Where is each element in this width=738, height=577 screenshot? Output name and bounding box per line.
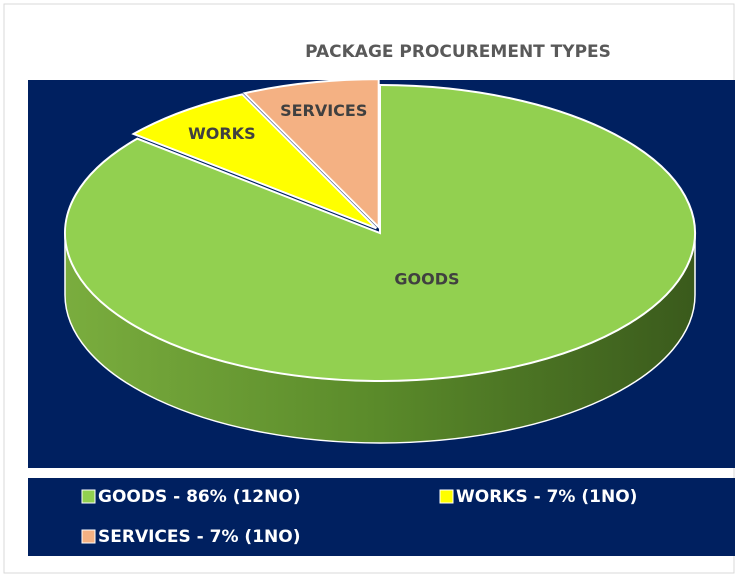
chart-title: PACKAGE PROCUREMENT TYPES <box>305 42 611 62</box>
pie <box>64 78 696 444</box>
pie-slice <box>64 83 696 382</box>
slice-label: WORKS <box>188 124 256 143</box>
labels: GOODS WORKS SERVICES <box>188 101 459 288</box>
legend-box <box>28 478 735 556</box>
legend-swatch <box>439 489 454 504</box>
slice-label: SERVICES <box>280 101 367 120</box>
legend-label: SERVICES - 7% (1NO) <box>98 527 300 547</box>
slice-label: GOODS <box>394 269 459 288</box>
legend: GOODS - 86% (12NO) WORKS - 7% (1NO) SERVIC… <box>81 487 637 547</box>
legend-swatch <box>81 489 96 504</box>
pie-slice <box>242 78 380 230</box>
legend-label: WORKS - 7% (1NO) <box>456 487 637 507</box>
legend-swatch <box>81 529 96 544</box>
pie-slice <box>131 93 378 230</box>
legend-label: GOODS - 86% (12NO) <box>98 487 301 507</box>
